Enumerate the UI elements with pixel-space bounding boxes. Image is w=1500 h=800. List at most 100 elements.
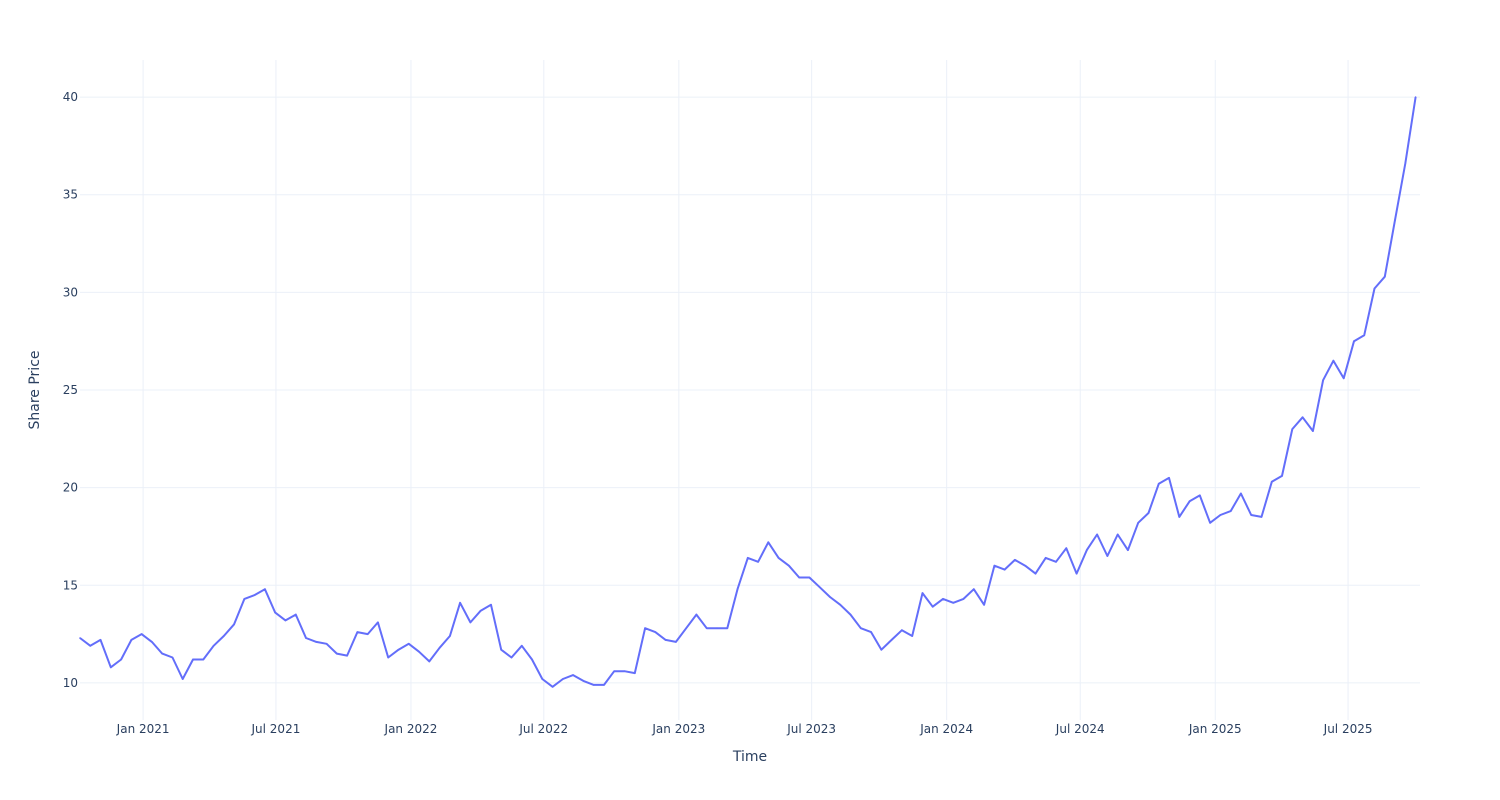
data-point [510,656,513,659]
data-point [325,643,328,645]
data-point [1250,514,1253,516]
x-axis-title: Time [732,749,767,765]
data-point [767,541,770,544]
data-point [151,641,153,643]
data-point [1414,96,1417,98]
data-point [1075,572,1078,575]
y-axis-ticks: 10 15 20 25 30 35 40 [63,90,78,690]
data-point [99,639,102,641]
data-point [294,613,297,616]
data-point [1260,516,1263,518]
data-point [1404,162,1407,165]
data-point [921,592,924,594]
data-point [1116,533,1119,536]
x-tick-label: Jan 2025 [1188,722,1242,736]
data-point [942,598,944,600]
data-point [592,684,595,686]
data-point [1383,275,1386,278]
data-point [407,643,410,645]
data-point [1168,477,1170,479]
data-point [726,627,729,630]
data-point [140,633,143,635]
data-point [1394,219,1396,221]
data-point [1291,428,1294,430]
data-point [1270,480,1273,483]
data-point [931,605,934,608]
data-point [1024,564,1026,567]
data-point [1137,521,1140,524]
data-point [901,629,903,631]
y-tick-label: 20 [63,481,78,495]
x-tick-label: Jul 2024 [1055,722,1105,736]
x-tick-label: Jul 2021 [251,722,301,736]
data-point [623,670,626,672]
data-point [1127,549,1129,551]
y-axis-title: Share Price [27,350,43,429]
data-point [962,598,965,600]
data-point [1086,549,1088,551]
data-point [788,564,790,567]
data-point [1332,359,1335,362]
x-tick-label: Jul 2025 [1323,722,1373,736]
data-point [633,672,636,674]
data-point [675,641,677,643]
data-point [274,611,277,614]
data-point [613,670,616,672]
data-point [705,627,708,630]
data-point [346,654,348,657]
data-point [839,603,842,606]
data-point [1147,512,1150,514]
data-point [644,627,646,630]
data-point [520,644,523,647]
data-point [438,646,441,649]
data-point [829,596,831,598]
data-point [243,598,246,600]
data-point [777,557,780,559]
data-point [1229,510,1232,512]
x-tick-label: Jan 2021 [116,722,170,736]
data-point [315,641,318,643]
data-point [223,635,225,637]
data-point [264,588,266,590]
data-point [1014,559,1016,561]
data-point [1096,533,1098,536]
data-point [860,627,862,630]
data-point [397,648,400,651]
data-point [202,658,205,661]
data-point [305,637,307,639]
data-point [418,650,420,653]
data-point [582,680,585,682]
data-point [798,576,800,579]
data-point [366,633,369,635]
data-point [818,586,821,589]
data-point [1199,494,1201,497]
y-tick-label: 25 [63,383,78,397]
data-point [1363,334,1366,337]
data-point [1281,475,1283,477]
data-point [1219,514,1222,516]
data-point [336,652,338,655]
data-point [479,609,482,612]
x-tick-label: Jan 2024 [919,722,973,736]
data-point [490,603,492,606]
data-point [181,678,184,680]
data-point [284,619,287,622]
data-point [387,656,390,659]
data-point [890,639,893,641]
data-point [849,613,852,616]
data-point [541,678,544,680]
data-point [973,588,975,590]
data-point [500,648,503,651]
data-point [870,631,872,633]
data-point [736,588,739,590]
data-point [757,561,759,563]
data-point [1106,555,1109,557]
data-point [233,623,235,626]
data-point [1322,379,1324,382]
x-tick-label: Jul 2022 [518,722,568,736]
data-point [1188,500,1191,503]
data-point [1209,521,1211,524]
data-point [1157,482,1160,485]
data-point [1312,430,1314,432]
data-point [110,666,112,669]
